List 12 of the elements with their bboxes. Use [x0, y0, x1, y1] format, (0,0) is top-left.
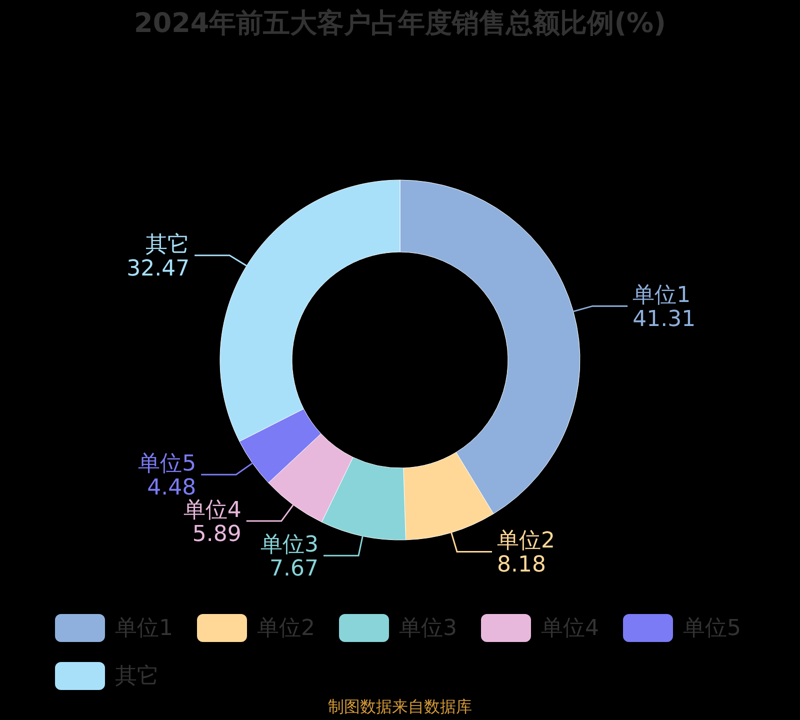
text: 制图数据来自数据库: [328, 697, 472, 716]
slice-label: 单位1: [632, 283, 691, 308]
data-label: 32.47: [126, 256, 190, 282]
data-label: 41.31: [632, 307, 696, 332]
slice-label: 单位5: [138, 452, 196, 477]
slice-label: 单位3: [260, 532, 319, 558]
slice-label: 其它: [146, 232, 190, 258]
data-label: 7.67: [270, 556, 319, 582]
slice-label: 单位4: [183, 498, 242, 524]
data-label: 5.89: [192, 522, 242, 548]
data-label: 8.18: [497, 552, 546, 578]
slice-label: 单位2: [497, 528, 556, 554]
